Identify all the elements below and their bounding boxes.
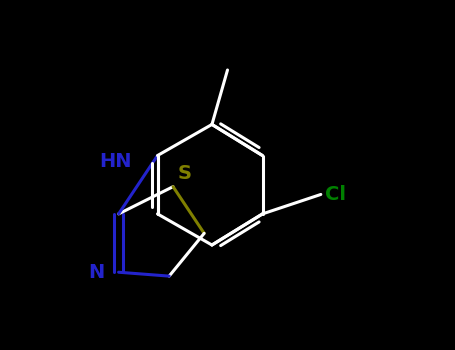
- Text: Cl: Cl: [325, 185, 346, 204]
- Text: N: N: [89, 263, 105, 282]
- Text: S: S: [178, 164, 192, 183]
- Text: HN: HN: [100, 152, 132, 171]
